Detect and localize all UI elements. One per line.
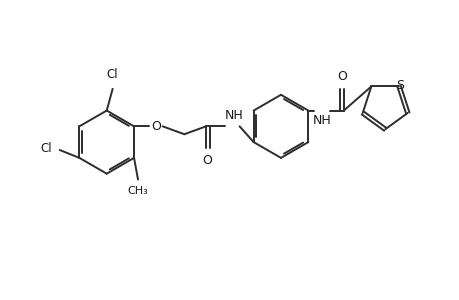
Text: O: O — [336, 70, 347, 83]
Text: Cl: Cl — [40, 142, 52, 154]
Text: O: O — [202, 154, 212, 167]
Text: CH₃: CH₃ — [127, 185, 148, 196]
Text: NH: NH — [312, 115, 331, 128]
Text: O: O — [151, 120, 160, 133]
Text: Cl: Cl — [106, 68, 118, 81]
Text: NH: NH — [224, 110, 242, 122]
Text: S: S — [395, 79, 403, 92]
